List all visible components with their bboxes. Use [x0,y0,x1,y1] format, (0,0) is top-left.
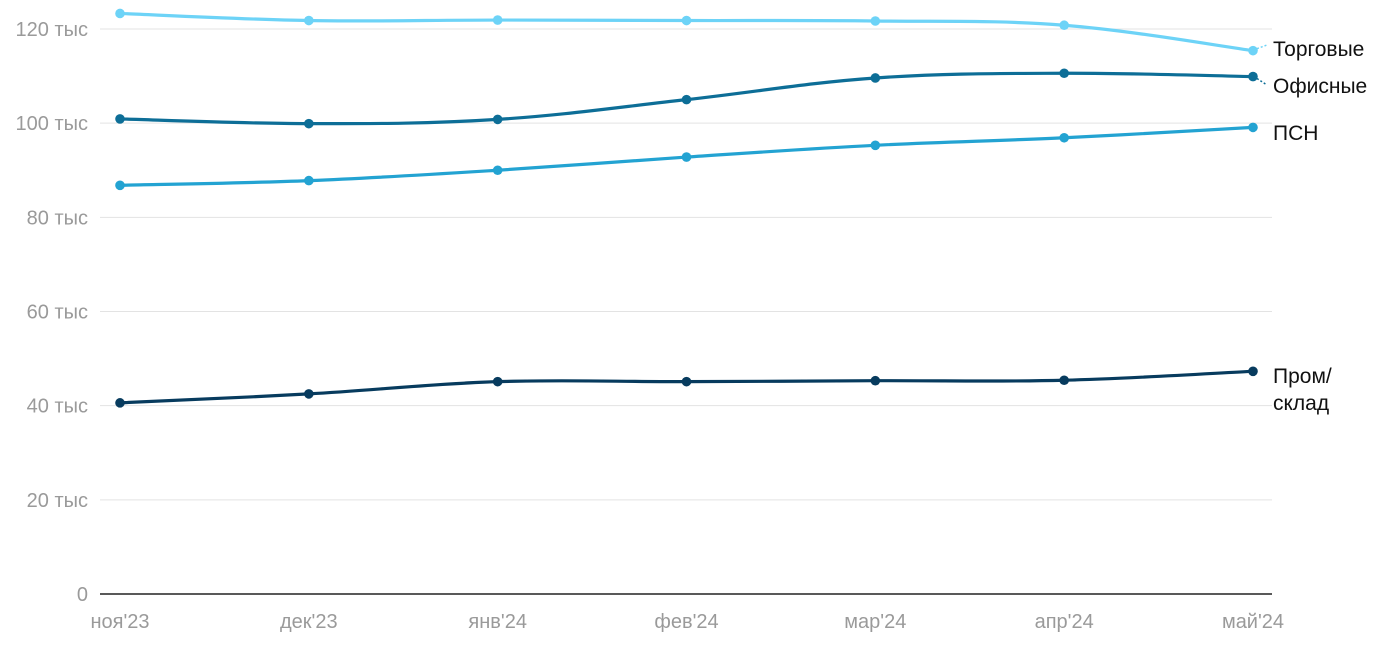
data-point [115,180,125,191]
data-point [304,389,314,399]
grid [100,28,1272,595]
x-tick-label: фев'24 [654,611,718,633]
series-label-line: Торговые [1273,38,1364,61]
x-axis: ноя'23 дек'23 янв'24 фев'24 мар'24 апр'24 май'… [90,611,1284,633]
x-tick-label: мар'24 [844,611,906,633]
data-point [681,152,692,162]
y-tick-label: 60 тыс [27,302,88,324]
data-point [1248,45,1258,56]
data-point [492,165,503,176]
data-point [1248,71,1258,82]
data-point [115,398,125,408]
data-point [304,118,314,129]
data-point [1059,68,1069,79]
series-label-line: склад [1273,392,1329,415]
data-point [304,175,314,186]
series-lines [115,8,1258,408]
data-point [681,94,692,105]
data-point [492,15,503,25]
data-point [115,8,125,19]
data-point [870,375,881,386]
data-point [115,114,125,124]
x-tick-label: апр'24 [1035,611,1094,633]
data-point [870,16,881,26]
data-point [870,73,881,83]
data-point [681,15,692,26]
y-tick-label: 0 [77,584,88,606]
x-tick-label: янв'24 [468,611,527,633]
series-label: Офисные [1273,75,1367,98]
data-point [1248,122,1258,133]
series-label-line: Офисные [1273,75,1367,98]
x-tick-label: дек'23 [280,611,338,633]
series-label-line: ПСН [1273,122,1318,145]
data-point [1248,366,1258,377]
series-labels: Торговые Офисные ПСН Пром/склад [1256,38,1367,415]
x-tick-label: май'24 [1222,611,1284,633]
y-tick-label: 40 тыс [27,396,88,418]
series-label-line: Пром/ [1273,365,1332,388]
y-tick-label: 80 тыс [27,207,88,229]
x-tick-label: ноя'23 [90,611,149,633]
label-connector [1256,44,1268,50]
label-connector [1256,77,1268,86]
data-point [1059,375,1069,386]
data-point [492,114,503,125]
series-label: Пром/склад [1273,365,1332,415]
y-axis: 0 20 тыс 40 тыс 60 тыс 80 тыс 100 тыс 120 тыс [16,19,88,606]
data-point [870,140,881,151]
series-label: Торговые [1273,38,1364,61]
data-point [681,376,692,387]
data-point [304,15,314,26]
y-tick-label: 120 тыс [16,19,88,41]
y-tick-label: 100 тыс [16,113,88,135]
data-point [1059,132,1069,143]
series-label: ПСН [1273,122,1318,145]
series-line [118,369,1255,405]
y-tick-label: 20 тыс [27,490,88,512]
data-point [1059,20,1069,31]
data-point [492,376,503,387]
